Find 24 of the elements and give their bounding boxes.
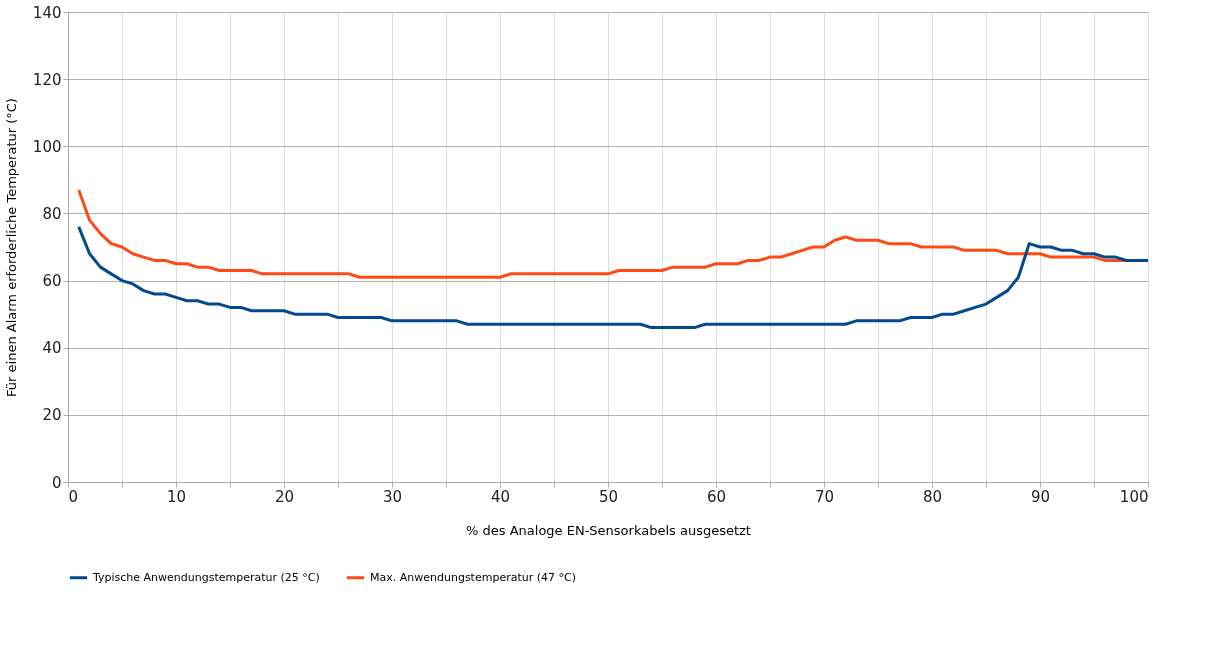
x-axis-title: % des Analoge EN-Sensorkabels ausgesetzt [466,522,751,538]
x-tick-label: 80 [922,487,943,506]
y-tick-label: 0 [51,473,62,492]
y-tick-label: 120 [32,70,62,89]
y-tick-label: 140 [32,3,62,22]
y-axis-title: Für einen Alarm erforderliche Temperatur (°C) [3,98,19,397]
x-tick-label: 100 [1119,487,1149,506]
x-tick-label: 60 [706,487,727,506]
y-tick-label: 40 [42,339,62,358]
x-tick-label: 20 [274,487,295,506]
x-tick-label: 40 [490,487,511,506]
x-tick-label: 30 [382,487,403,506]
y-tick-label: 20 [42,406,62,425]
y-tick-label: 100 [32,137,62,156]
y-tick-label: 60 [42,272,62,291]
x-tick-label: 90 [1030,487,1051,506]
x-tick-label: 70 [814,487,835,506]
legend-label: Typische Anwendungstemperatur (25 °C) [92,570,320,584]
line-series [77,225,1150,330]
legend-label: Max. Anwendungstemperatur (47 °C) [370,570,576,584]
y-tick-label: 80 [42,204,62,223]
x-tick-label: 50 [598,487,619,506]
x-tick-label: 0 [68,487,79,506]
x-tick-label: 10 [166,487,187,506]
